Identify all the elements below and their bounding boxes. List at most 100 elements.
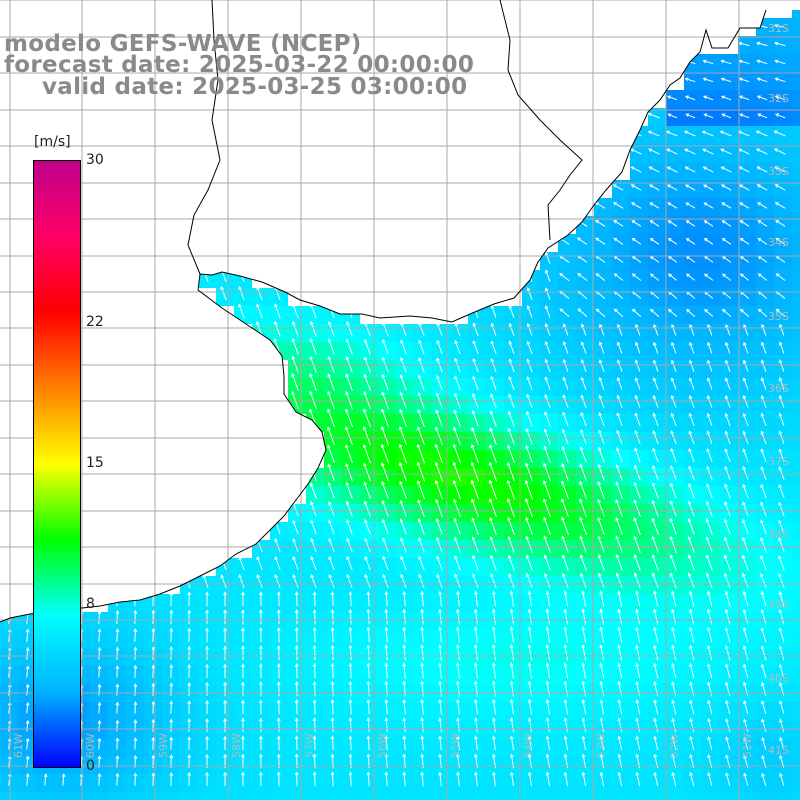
wind-arrow xyxy=(761,700,767,715)
wind-arrow xyxy=(702,59,714,65)
wind-arrow xyxy=(667,273,678,281)
wind-arrow xyxy=(471,536,479,553)
wind-arrow xyxy=(685,238,696,245)
wind-arrow xyxy=(705,554,713,571)
wind-arrow xyxy=(312,771,317,787)
wind-arrow xyxy=(563,771,569,787)
wind-arrow xyxy=(561,462,569,482)
wind-arrow xyxy=(508,322,515,336)
wind-arrow xyxy=(649,238,660,245)
wind-arrow xyxy=(312,680,317,697)
wind-speed-cell xyxy=(54,792,72,800)
wind-arrow xyxy=(363,338,371,355)
wind-arrow xyxy=(97,719,102,732)
wind-arrow xyxy=(384,698,389,715)
wind-arrow xyxy=(685,202,696,209)
wind-arrow xyxy=(724,483,731,499)
latitude-label: 32S xyxy=(768,92,789,105)
wind-arrow xyxy=(653,644,659,661)
wind-arrow xyxy=(652,447,659,463)
wind-speed-cell xyxy=(288,792,306,800)
wind-arrow xyxy=(756,95,768,101)
wind-arrow xyxy=(508,340,515,354)
wind-speed-cell xyxy=(792,216,800,234)
wind-arrow xyxy=(666,148,678,155)
wind-arrow xyxy=(363,444,371,464)
wind-arrow xyxy=(187,700,192,714)
wind-arrow xyxy=(381,373,389,391)
wind-arrow xyxy=(598,376,605,390)
wind-arrow xyxy=(312,717,317,733)
wind-arrow xyxy=(738,184,750,191)
wind-arrow xyxy=(491,717,496,733)
wind-arrow xyxy=(778,537,785,553)
wind-arrow xyxy=(756,166,768,173)
wind-arrow xyxy=(561,554,569,571)
wind-arrow xyxy=(453,536,461,553)
wind-arrow xyxy=(436,374,443,391)
wind-arrow xyxy=(489,427,497,445)
wind-arrow xyxy=(742,394,749,408)
wind-arrow xyxy=(543,516,551,536)
wind-arrow xyxy=(545,698,551,715)
forecast-date: forecast date: 2025-03-22 00:00:00 xyxy=(4,52,475,78)
wind-arrow xyxy=(707,341,713,354)
wind-arrow xyxy=(115,591,120,607)
wind-arrow xyxy=(258,663,263,679)
wind-arrow xyxy=(652,377,659,390)
wind-arrow xyxy=(474,717,478,733)
latitude-label: 31S xyxy=(768,22,789,35)
wind-arrow xyxy=(755,148,768,155)
wind-arrow xyxy=(474,735,478,751)
wind-arrow xyxy=(689,644,695,661)
wind-arrow xyxy=(454,339,461,355)
wind-arrow xyxy=(330,699,335,715)
wind-arrow xyxy=(526,572,533,589)
wind-arrow xyxy=(309,463,317,481)
wind-arrow xyxy=(559,308,570,318)
wind-arrow xyxy=(491,698,496,715)
wind-arrow xyxy=(453,498,461,518)
wind-arrow xyxy=(25,628,30,642)
wind-arrow xyxy=(471,498,479,518)
wind-arrow xyxy=(561,516,569,536)
colorbar-unit: [m/s] xyxy=(34,134,71,150)
wind-arrow xyxy=(473,626,478,643)
wind-arrow xyxy=(435,409,443,427)
wind-arrow xyxy=(399,374,407,391)
wind-arrow xyxy=(743,718,749,733)
wind-arrow xyxy=(613,308,624,318)
wind-arrow xyxy=(400,555,407,571)
wind-arrow xyxy=(617,717,623,733)
wind-arrow xyxy=(613,220,624,227)
wind-arrow xyxy=(757,113,768,119)
wind-speed-cell xyxy=(792,108,800,126)
wind-arrow xyxy=(595,237,606,245)
wind-arrow xyxy=(362,426,371,446)
wind-arrow xyxy=(434,443,444,464)
wind-arrow xyxy=(205,699,209,715)
wind-arrow xyxy=(418,339,425,355)
wind-arrow xyxy=(706,483,713,499)
wind-arrow xyxy=(669,517,677,535)
wind-arrow xyxy=(576,219,588,227)
wind-arrow xyxy=(133,591,138,607)
wind-arrow xyxy=(702,148,714,155)
wind-arrow xyxy=(778,591,785,607)
wind-arrow xyxy=(615,464,623,481)
wind-arrow xyxy=(276,717,281,733)
wind-arrow xyxy=(561,428,569,445)
wind-arrow xyxy=(612,184,624,191)
wind-arrow xyxy=(456,590,460,607)
wind-arrow xyxy=(742,627,749,643)
wind-arrow xyxy=(525,516,533,536)
wind-arrow xyxy=(581,698,587,715)
wind-arrow xyxy=(327,408,335,428)
wind-speed-cell xyxy=(792,522,800,540)
wind-arrow xyxy=(364,573,371,589)
wind-arrow xyxy=(509,590,514,607)
wind-speed-cell xyxy=(792,576,800,594)
wind-arrow xyxy=(670,412,677,426)
wind-arrow xyxy=(327,390,335,410)
wind-arrow xyxy=(743,736,749,750)
